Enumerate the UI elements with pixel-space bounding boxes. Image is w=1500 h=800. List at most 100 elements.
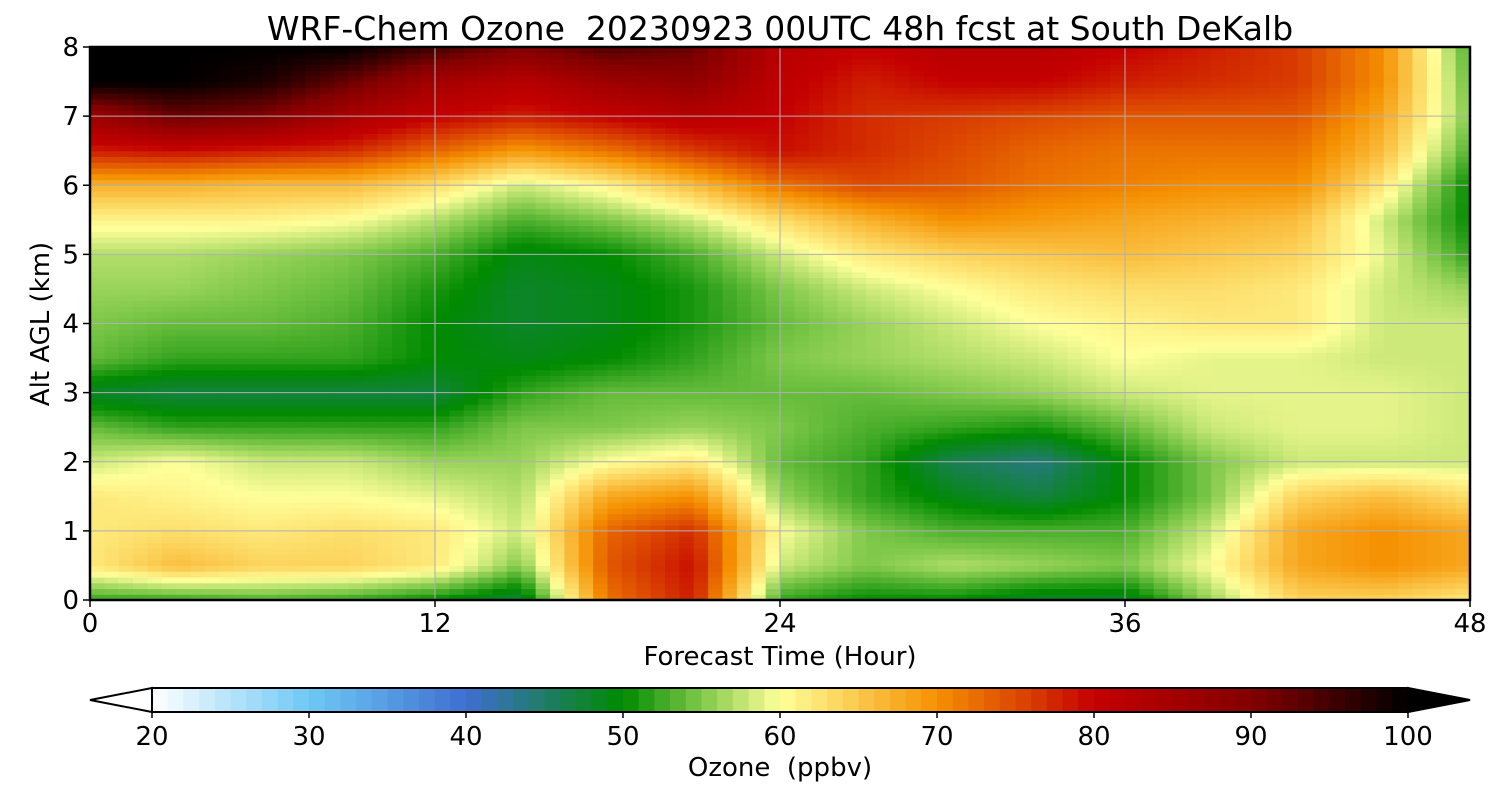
heatmap-cell [90, 565, 105, 572]
heatmap-cell [1139, 329, 1155, 336]
heatmap-cell [262, 409, 278, 417]
heatmap-cell [133, 432, 149, 440]
heatmap-cell [722, 386, 738, 394]
heatmap-cell [550, 467, 565, 474]
heatmap-cell [420, 594, 436, 601]
heatmap-cell [492, 404, 508, 411]
heatmap-cell [1355, 536, 1370, 543]
heatmap-cell [1412, 340, 1428, 348]
heatmap-cell [1038, 461, 1054, 469]
heatmap-cell [90, 450, 105, 457]
heatmap-cell [679, 559, 695, 567]
heatmap-cell [909, 571, 925, 578]
heatmap-cell [1024, 444, 1040, 451]
heatmap-cell [1196, 536, 1212, 543]
heatmap-cell [1340, 369, 1356, 376]
heatmap-cell [1110, 375, 1126, 382]
heatmap-cell [837, 490, 853, 497]
heatmap-cell [823, 375, 839, 382]
heatmap-cell [1139, 513, 1155, 520]
heatmap-cell [981, 582, 997, 590]
heatmap-cell [1139, 455, 1155, 463]
heatmap-cell [391, 288, 407, 296]
heatmap-cell [276, 450, 292, 457]
heatmap-cell [90, 536, 105, 543]
heatmap-cell [952, 479, 968, 486]
heatmap-cell [1283, 444, 1299, 451]
heatmap-cell [1326, 525, 1342, 532]
heatmap-cell [1168, 490, 1184, 497]
heatmap-cell [578, 432, 594, 440]
heatmap-cell [291, 381, 307, 388]
heatmap-cell [736, 467, 752, 474]
heatmap-cell [291, 300, 307, 307]
heatmap-cell [923, 317, 939, 325]
heatmap-cell [823, 335, 839, 342]
heatmap-cell [722, 375, 738, 382]
heatmap-cell [233, 588, 249, 595]
heatmap-cell [391, 594, 407, 601]
heatmap-cell [1081, 513, 1097, 520]
heatmap-cell [521, 450, 537, 457]
heatmap-cell [118, 352, 134, 359]
heatmap-cell [808, 398, 824, 405]
heatmap-cell [693, 340, 709, 348]
heatmap-cell [851, 594, 867, 601]
heatmap-cell [550, 582, 565, 590]
heatmap-cell [1211, 536, 1227, 543]
heatmap-cell [1038, 553, 1054, 561]
heatmap-cell [205, 513, 220, 520]
heatmap-cell [1369, 432, 1385, 440]
heatmap-cell [794, 421, 810, 428]
heatmap-cell [1153, 340, 1169, 348]
heatmap-cell [1211, 548, 1227, 555]
heatmap-cell [607, 519, 623, 526]
heatmap-cell [1254, 502, 1270, 509]
heatmap-cell [679, 502, 695, 509]
heatmap-cell [621, 484, 637, 492]
heatmap-cell [607, 329, 623, 336]
heatmap-cell [219, 553, 235, 561]
heatmap-cell [909, 323, 925, 330]
heatmap-cell [1038, 386, 1054, 394]
heatmap-cell [377, 444, 393, 451]
heatmap-cell [880, 582, 896, 590]
heatmap-cell [722, 358, 738, 365]
heatmap-cell [736, 507, 752, 515]
heatmap-cell [1168, 329, 1184, 336]
heatmap-cell [1096, 438, 1112, 446]
heatmap-cell [248, 346, 264, 353]
heatmap-cell [693, 588, 709, 595]
heatmap-cell [1355, 496, 1370, 503]
heatmap-cell [593, 358, 609, 365]
heatmap-cell [1441, 507, 1457, 515]
heatmap-cell [90, 461, 105, 469]
heatmap-cell [823, 490, 839, 497]
heatmap-cell [435, 300, 450, 307]
heatmap-cell [406, 490, 422, 497]
heatmap-cell [463, 311, 479, 319]
heatmap-cell [104, 530, 120, 538]
heatmap-cell [133, 409, 149, 417]
heatmap-cell [636, 565, 652, 572]
heatmap-cell [377, 392, 393, 399]
heatmap-cell [578, 358, 594, 365]
heatmap-cell [190, 576, 206, 584]
heatmap-cell [506, 311, 522, 319]
heatmap-cell [176, 438, 192, 446]
heatmap-cell [578, 479, 594, 486]
heatmap-cell [909, 565, 925, 572]
heatmap-cell [377, 507, 393, 515]
heatmap-cell [722, 352, 738, 359]
heatmap-cell [708, 479, 724, 486]
heatmap-cell [104, 288, 120, 296]
heatmap-cell [765, 588, 781, 595]
heatmap-cell [118, 381, 134, 388]
heatmap-cell [1240, 398, 1255, 405]
heatmap-cell [722, 363, 738, 371]
heatmap-cell [262, 381, 278, 388]
heatmap-cell [837, 409, 853, 417]
heatmap-cell [1081, 496, 1097, 503]
heatmap-cell [506, 588, 522, 595]
heatmap-cell [837, 317, 853, 325]
